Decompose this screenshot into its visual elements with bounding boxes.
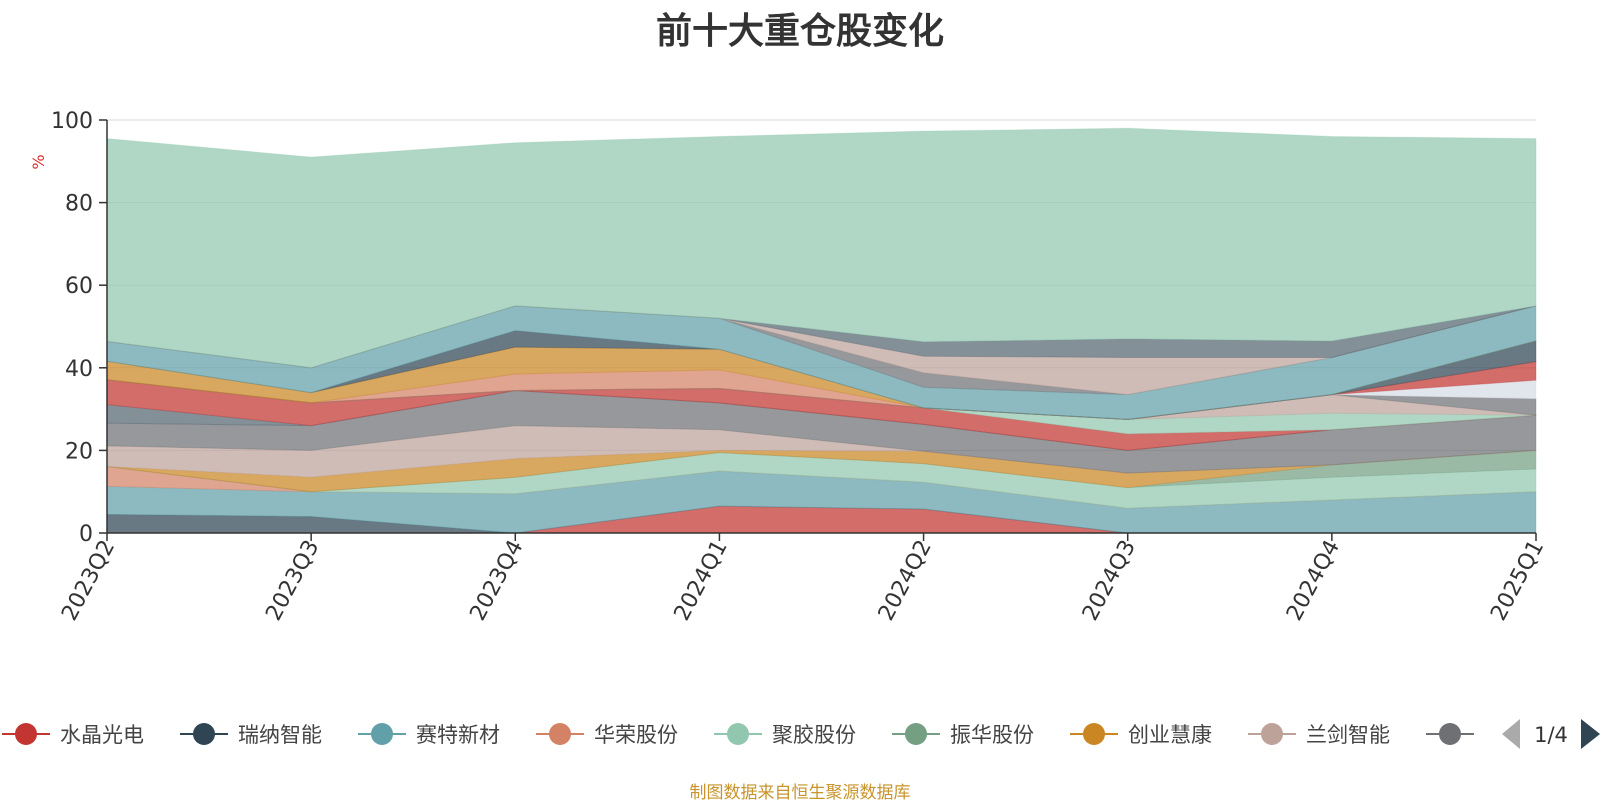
legend-circle-icon: [371, 723, 393, 745]
area-series-16[interactable]: [106, 379, 1537, 420]
x-tick-label: 2023Q4: [466, 536, 529, 625]
legend-label: 创业慧康: [1128, 723, 1212, 747]
legend-label: 兰剑智能: [1306, 723, 1390, 747]
chart-title: 前十大重仓股变化: [655, 11, 944, 52]
legend-label: 赛特新材: [416, 723, 500, 747]
x-tick-label: 2025Q1: [1486, 536, 1549, 625]
legend-item[interactable]: 振华股份: [892, 723, 1034, 747]
x-tick-label: 2024Q1: [670, 536, 733, 625]
area-series-5[interactable]: [106, 451, 1537, 509]
x-tick-label: 2024Q3: [1078, 536, 1141, 625]
y-tick-label: 40: [65, 357, 93, 382]
y-tick-label: 60: [65, 274, 93, 299]
legend-label: 振华股份: [950, 723, 1034, 747]
legend-item[interactable]: 创业慧康: [1070, 723, 1212, 747]
legend-item[interactable]: 瑞纳智能: [180, 723, 322, 747]
legend-circle-icon: [193, 723, 215, 745]
legend-pager[interactable]: 1/4: [1502, 719, 1600, 749]
source-note: 制图数据来自恒生聚源数据库: [689, 783, 911, 803]
area-series-18[interactable]: [106, 340, 1537, 420]
legend-circle-icon: [727, 723, 749, 745]
legend-circle-icon: [1083, 723, 1105, 745]
legend-item[interactable]: 赛特新材: [358, 723, 500, 747]
area-series-15[interactable]: [106, 379, 1537, 420]
legend-label: 水晶光电: [60, 723, 144, 747]
y-tick-label: 80: [65, 192, 93, 217]
pager-prev-icon[interactable]: [1502, 719, 1520, 749]
x-tick-label: 2023Q3: [261, 536, 324, 625]
legend-item[interactable]: 水晶光电: [2, 723, 144, 747]
legend[interactable]: 水晶光电 瑞纳智能 赛特新材 华荣股份 聚胶股份 振华股份 创业慧康 兰剑智能 1/4: [2, 719, 1600, 749]
legend-circle-icon: [1261, 723, 1283, 745]
y-tick-label: 100: [51, 109, 93, 134]
legend-circle-icon: [15, 723, 37, 745]
pager-next-icon[interactable]: [1581, 719, 1600, 749]
area-series-17[interactable]: [106, 361, 1537, 420]
legend-label: 瑞纳智能: [238, 723, 322, 747]
legend-label: 聚胶股份: [772, 723, 856, 747]
legend-circle-icon: [1439, 723, 1461, 745]
legend-item[interactable]: [1426, 723, 1474, 745]
legend-item[interactable]: 华荣股份: [536, 723, 678, 747]
legend-circle-icon: [549, 723, 571, 745]
area-series[interactable]: [106, 127, 1537, 534]
y-tick-label: 20: [65, 439, 93, 464]
legend-item[interactable]: 聚胶股份: [714, 723, 856, 747]
x-tick-label: 2023Q2: [57, 536, 120, 625]
area-series-6[interactable]: [106, 449, 1537, 493]
legend-item[interactable]: 兰剑智能: [1248, 723, 1390, 747]
x-tick-label: 2024Q4: [1282, 536, 1345, 625]
y-axis-label: %: [29, 154, 48, 169]
x-tick-label: 2024Q2: [874, 536, 937, 625]
legend-label: 华荣股份: [594, 723, 678, 747]
legend-circle-icon: [905, 723, 927, 745]
area-series-11[interactable]: [106, 379, 1537, 451]
pager-text: 1/4: [1534, 723, 1568, 747]
y-tick-label: 0: [79, 522, 93, 547]
area-series-27[interactable]: [106, 127, 1537, 369]
